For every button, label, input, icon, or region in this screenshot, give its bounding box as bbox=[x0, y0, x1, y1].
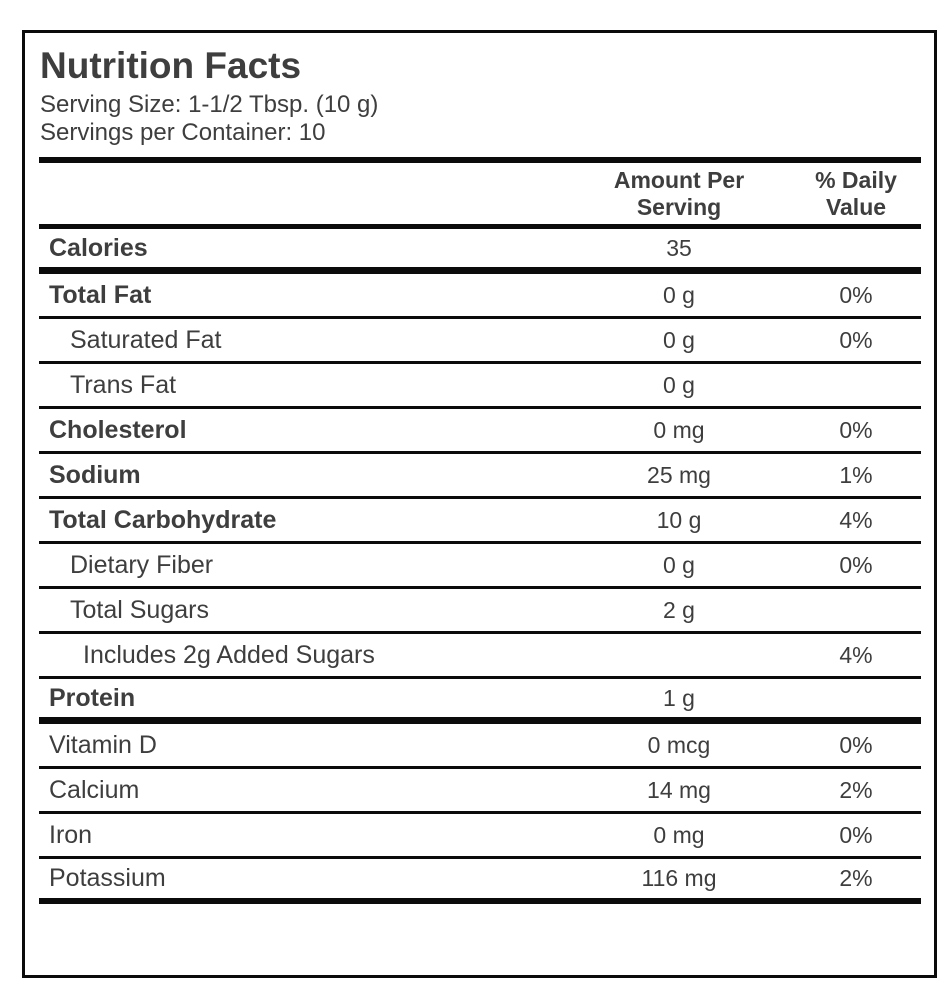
nutrient-label: Protein bbox=[49, 683, 136, 712]
amount-cell: 0 g bbox=[663, 551, 695, 578]
label-title: Nutrition Facts bbox=[40, 45, 302, 86]
daily-value-cell: 0% bbox=[839, 416, 873, 443]
nutrient-row: Total Carbohydrate 10 g 4% bbox=[39, 499, 921, 544]
header-divider-bar bbox=[39, 157, 921, 163]
daily-value-cell: 2% bbox=[839, 776, 873, 803]
nutrient-row: Vitamin D 0 mcg 0% bbox=[39, 724, 921, 769]
nutrient-row: Sodium 25 mg 1% bbox=[39, 454, 921, 499]
nutrient-label: Includes 2g Added Sugars bbox=[83, 640, 375, 669]
nutrient-label: Calcium bbox=[49, 775, 140, 804]
nutrient-row: Iron 0 mg 0% bbox=[39, 814, 921, 859]
nutrient-label: Saturated Fat bbox=[70, 325, 222, 354]
serving-size-text: Serving Size: 1-1/2 Tbsp. (10 g) bbox=[40, 91, 379, 118]
nutrient-row: Total Sugars 2 g bbox=[39, 589, 921, 634]
nutrient-row: Includes 2g Added Sugars 4% bbox=[39, 634, 921, 679]
nutrient-row: Saturated Fat 0 g 0% bbox=[39, 319, 921, 364]
amount-cell: 10 g bbox=[656, 506, 702, 533]
daily-value-cell: 4% bbox=[839, 641, 873, 668]
nutrient-row: Cholesterol 0 mg 0% bbox=[39, 409, 921, 454]
daily-value-cell: 0% bbox=[839, 281, 873, 308]
nutrient-rows: Calories 35 Total Fat 0 g 0% Saturated F… bbox=[39, 229, 921, 904]
amount-cell: 0 g bbox=[663, 371, 695, 398]
nutrient-row: Dietary Fiber 0 g 0% bbox=[39, 544, 921, 589]
amount-cell: 35 bbox=[666, 234, 692, 261]
nutrient-label: Total Fat bbox=[49, 280, 152, 309]
nutrient-label: Trans Fat bbox=[70, 370, 177, 399]
nutrient-row: Potassium 116 mg 2% bbox=[39, 859, 921, 904]
nutrient-label: Sodium bbox=[49, 460, 141, 489]
nutrition-table: Amount Per Serving % Daily Value Calorie… bbox=[39, 163, 921, 904]
amount-cell: 25 mg bbox=[647, 461, 711, 488]
nutrient-label: Calories bbox=[49, 233, 148, 262]
nutrient-row: Total Fat 0 g 0% bbox=[39, 274, 921, 319]
amount-cell: 0 mg bbox=[653, 416, 705, 443]
amount-cell: 14 mg bbox=[647, 776, 711, 803]
nutrient-label: Total Carbohydrate bbox=[49, 505, 277, 534]
daily-value-cell: 0% bbox=[839, 731, 873, 758]
nutrient-row: Calcium 14 mg 2% bbox=[39, 769, 921, 814]
nutrient-row: Protein 1 g bbox=[39, 679, 921, 724]
nutrient-row: Trans Fat 0 g bbox=[39, 364, 921, 409]
amount-cell: 1 g bbox=[663, 684, 695, 711]
servings-per-container-text: Servings per Container: 10 bbox=[40, 119, 326, 146]
nutrient-label: Total Sugars bbox=[70, 595, 209, 624]
daily-value-cell: 0% bbox=[839, 326, 873, 353]
nutrient-label: Iron bbox=[49, 820, 93, 849]
column-header-row: Amount Per Serving % Daily Value bbox=[39, 163, 921, 229]
nutrient-label: Potassium bbox=[49, 864, 166, 892]
amount-cell: 0 g bbox=[663, 326, 695, 353]
nutrient-row: Calories 35 bbox=[39, 229, 921, 274]
daily-value-cell: 0% bbox=[839, 821, 873, 848]
amount-cell: 0 mg bbox=[653, 821, 705, 848]
daily-value-cell: 1% bbox=[839, 461, 873, 488]
daily-value-header: % Daily Value bbox=[815, 166, 897, 220]
label-header: Nutrition Facts Serving Size: 1-1/2 Tbsp… bbox=[25, 33, 934, 147]
amount-cell: 116 mg bbox=[641, 865, 717, 891]
amount-per-serving-header: Amount Per Serving bbox=[613, 166, 745, 220]
daily-value-cell: 0% bbox=[839, 551, 873, 578]
amount-cell: 2 g bbox=[663, 596, 695, 623]
amount-cell: 0 g bbox=[663, 281, 695, 308]
amount-cell: 0 mcg bbox=[647, 731, 711, 758]
nutrient-label: Dietary Fiber bbox=[70, 550, 214, 579]
nutrition-facts-label: Nutrition Facts Serving Size: 1-1/2 Tbsp… bbox=[22, 30, 937, 978]
daily-value-cell: 2% bbox=[839, 865, 873, 891]
daily-value-cell: 4% bbox=[839, 506, 873, 533]
nutrient-label: Vitamin D bbox=[49, 730, 157, 759]
nutrient-label: Cholesterol bbox=[49, 415, 187, 444]
